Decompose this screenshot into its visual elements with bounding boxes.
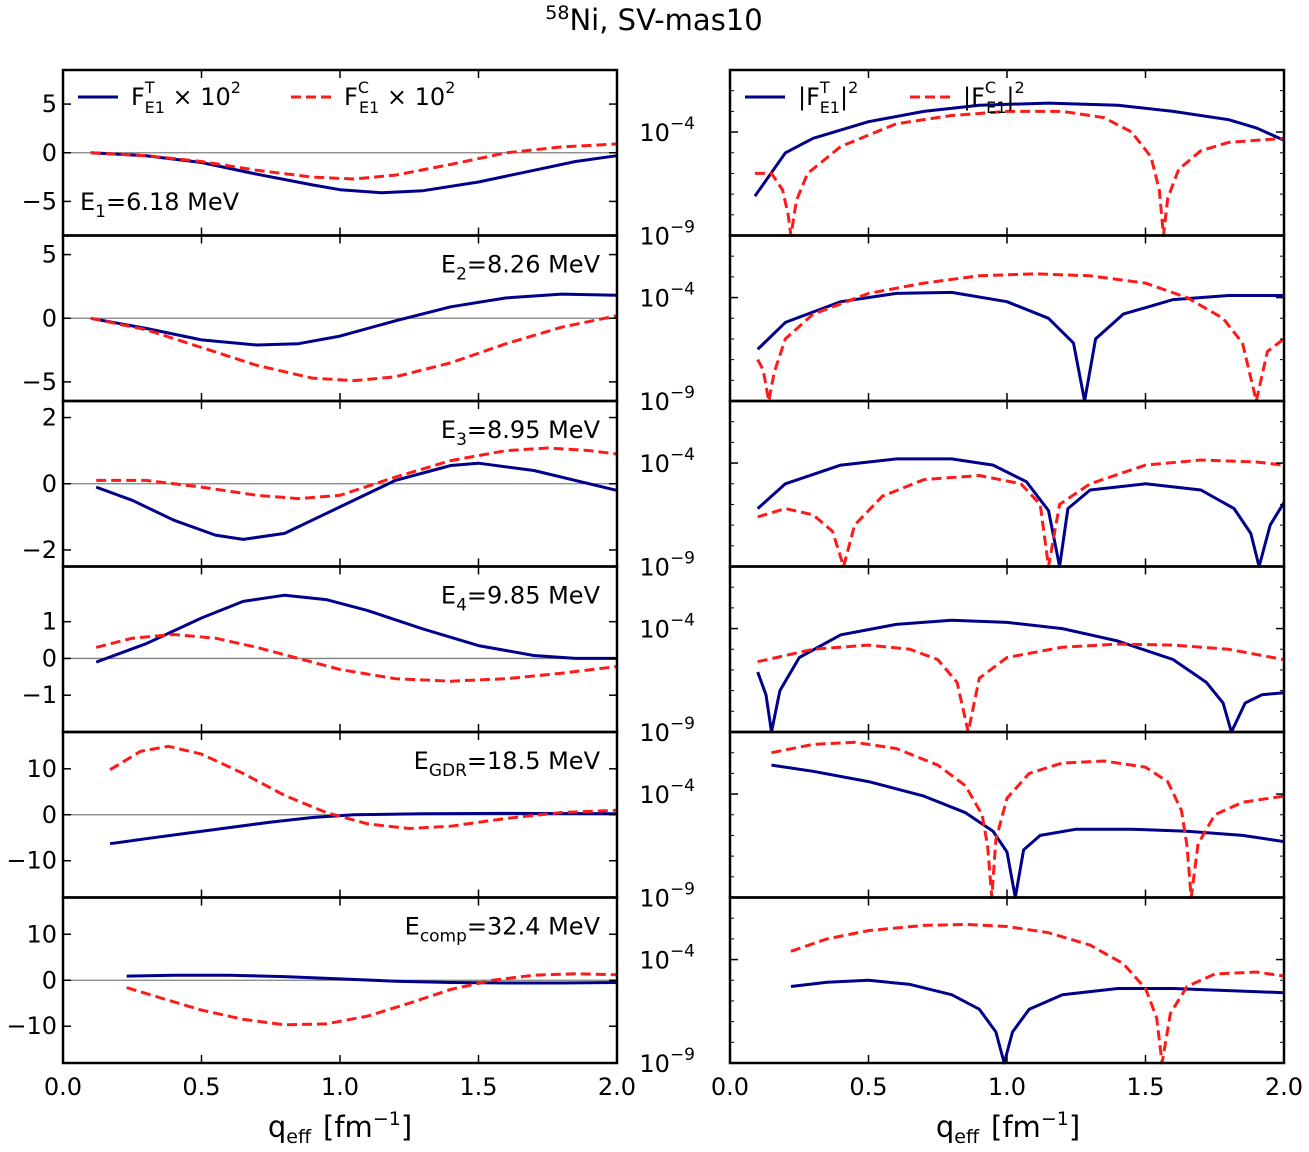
y-tick-label: 10 [26, 755, 57, 783]
right-panel-3: 10−4 10−9 [639, 399, 1286, 582]
y-tick-label: 0 [42, 801, 57, 829]
y-tick-label: 10−9 [639, 880, 695, 913]
panel-frame [728, 730, 1286, 899]
x-tick-label: 0.0 [44, 1073, 82, 1101]
series-coulomb-squared [754, 109, 1285, 237]
y-tick-label: 10−4 [639, 114, 695, 147]
energy-label: Ecomp=32.4 MeV [405, 913, 601, 947]
series-transverse [90, 151, 618, 195]
series-coulomb [109, 744, 618, 830]
y-tick-label: −2 [22, 536, 57, 564]
energy-label: E1=6.18 MeV [80, 188, 240, 222]
series-coulomb-squared [790, 922, 1285, 1065]
x-tick-label: 0.0 [711, 1073, 749, 1101]
left-panel-1: 5 0 −5 E1=6.18 MeV [22, 68, 619, 237]
y-tick-label: 10−9 [639, 383, 695, 416]
energy-label: EGDR=18.5 MeV [414, 747, 601, 781]
x-axis-label-left: qeff [fm−1] [268, 1108, 412, 1148]
y-tick-label: 10−4 [639, 445, 695, 478]
series-coulomb-squared [756, 272, 1285, 403]
y-tick-label: 10 [26, 920, 57, 948]
series-transverse-squared [753, 101, 1285, 198]
y-tick-label: 0 [42, 304, 57, 332]
panel-frame [728, 896, 1286, 1065]
series-coulomb-squared [757, 458, 1285, 568]
x-tick-label: 1.5 [1126, 1073, 1164, 1101]
series-transverse-squared [771, 763, 1285, 899]
energy-label: E3=8.95 MeV [441, 416, 601, 450]
y-tick-label: 1 [42, 608, 57, 636]
series-coulomb [90, 142, 618, 181]
y-tick-label: −5 [22, 187, 57, 215]
y-tick-label: 0 [42, 139, 57, 167]
y-tick-label: 10−4 [639, 611, 695, 644]
series-coulomb-squared [757, 642, 1285, 734]
left-panel-2: 5 0 −5 E2=8.26 MeV [22, 234, 619, 403]
x-tick-label: 1.5 [459, 1073, 497, 1101]
legend-right-entry: |FC E1|2 [963, 78, 1025, 117]
series-coulomb-squared [771, 740, 1285, 899]
left-panel-4: 1 0 −1 E4=9.85 MeV [22, 565, 619, 734]
x-tick-label: 1.0 [321, 1073, 359, 1101]
left-column-panels: 5 0 −5 E1=6.18 MeV 5 0 −5 E2=8.26 MeV 2 0 −2 E3=8.9… [6, 68, 636, 1101]
series-transverse [95, 593, 617, 664]
y-tick-label: 10−9 [639, 549, 695, 582]
series-transverse [126, 973, 618, 985]
x-tick-label: 1.0 [988, 1073, 1026, 1101]
series-transverse-squared [790, 978, 1285, 1065]
right-panel-2: 10−4 10−9 [639, 234, 1286, 416]
panel-frame [728, 399, 1286, 568]
series-coulomb [90, 314, 618, 383]
series-transverse-squared [756, 618, 1285, 734]
title-text: Ni, SV-mas10 [569, 3, 762, 37]
panel-frame [728, 234, 1286, 403]
y-tick-label: 0 [42, 966, 57, 994]
series-coulomb [126, 972, 618, 1027]
y-tick-label: 10−4 [639, 280, 695, 313]
right-panel-4: 10−4 10−9 [639, 565, 1286, 747]
left-panel-6: 10 0 −10 Ecomp=32.4 MeV [6, 896, 619, 1065]
y-tick-label: 10−9 [639, 1045, 695, 1078]
y-tick-label: 10−9 [639, 714, 695, 747]
series-transverse-squared [756, 457, 1286, 568]
y-tick-label: 2 [42, 404, 57, 432]
series-coulomb [96, 446, 618, 501]
x-tick-label: 0.5 [182, 1073, 220, 1101]
legend-right-entry: |FT E1|2 [798, 78, 858, 117]
y-tick-label: 10−4 [639, 942, 695, 975]
left-panel-3: 2 0 −2 E3=8.95 MeV [22, 399, 619, 568]
energy-label: E4=9.85 MeV [441, 582, 601, 616]
x-axis-label-right: qeff [fm−1] [936, 1108, 1080, 1148]
series-transverse [109, 811, 618, 846]
y-tick-label: −10 [6, 1012, 57, 1040]
right-panel-1: 10−4 10−9 [639, 68, 1286, 251]
y-tick-label: −1 [22, 681, 57, 709]
y-tick-label: 10−9 [639, 218, 695, 251]
y-tick-label: 0 [42, 644, 57, 672]
y-tick-label: 0 [42, 470, 57, 498]
right-panel-5: 10−4 10−9 [639, 730, 1286, 913]
series-coulomb [95, 633, 618, 683]
right-column-panels: 10−4 10−9 10−4 10−9 10−4 10−9 10−4 10−9 10−4 10−9… [639, 68, 1303, 1101]
legend-left-entry: FT E1 × 102 [131, 78, 241, 117]
series-transverse [90, 292, 618, 347]
energy-label: E2=8.26 MeV [441, 251, 601, 285]
y-tick-label: 10−4 [639, 776, 695, 809]
x-tick-label: 0.5 [849, 1073, 887, 1101]
figure-title: 58Ni, SV-mas10 [545, 2, 762, 37]
y-tick-label: 5 [42, 241, 57, 269]
left-panel-5: 10 0 −10 EGDR=18.5 MeV [6, 730, 619, 899]
x-tick-label: 2.0 [1265, 1073, 1303, 1101]
y-tick-label: −5 [22, 368, 57, 396]
legend-left-entry: FC E1 × 102 [344, 78, 455, 117]
y-tick-label: 5 [42, 90, 57, 118]
title-mass-number: 58 [545, 2, 569, 24]
series-transverse [95, 461, 618, 541]
right-panel-6: 10−4 10−9 [639, 896, 1286, 1078]
x-tick-label: 2.0 [598, 1073, 636, 1101]
y-tick-label: −10 [6, 847, 57, 875]
